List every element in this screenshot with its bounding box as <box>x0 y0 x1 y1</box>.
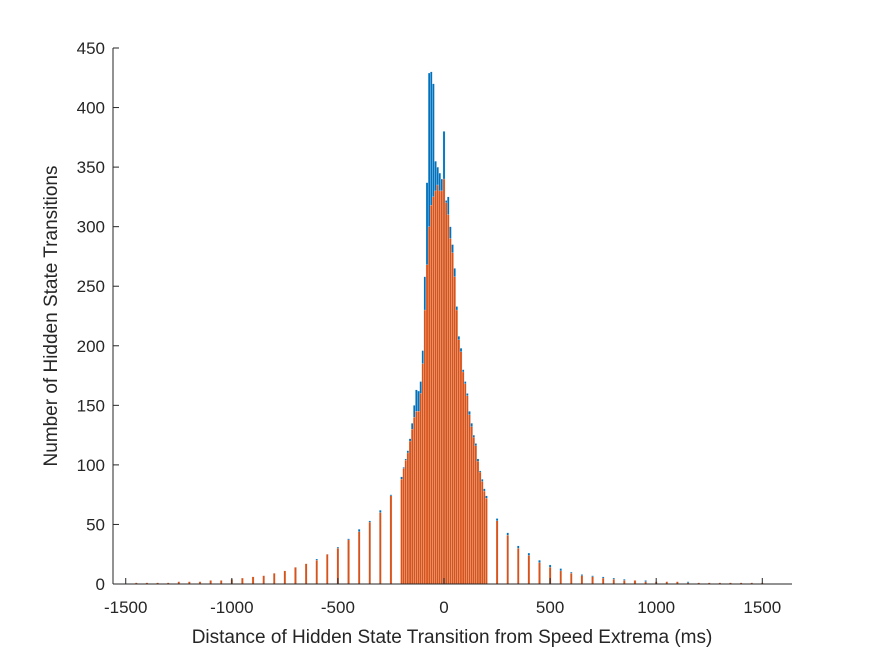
histogram-bars <box>135 71 764 585</box>
bar-series-2-bin-25 <box>400 479 403 585</box>
x-tick-label: 0 <box>439 598 448 617</box>
bar-series-2-bin-51 <box>455 309 458 585</box>
bar-series-2-bin-11 <box>251 576 255 585</box>
axes: -1500 -1000 -500 0 500 1000 1500 0 50 100 150 200 2… <box>77 39 792 617</box>
bar-series-2-bin-60 <box>474 445 478 585</box>
x-tick-label: -1500 <box>104 598 147 617</box>
x-tick-label: -500 <box>321 598 355 617</box>
bar-series-2-bin-10 <box>241 577 244 585</box>
bar-series-2-bin-14 <box>283 570 287 585</box>
bar-series-2-bin-66 <box>495 520 499 585</box>
y-axis-title: Number of Hidden State Transitions <box>41 166 62 467</box>
bar-series-2-bin-30 <box>410 429 414 585</box>
bar-series-2-bin-32 <box>415 411 418 585</box>
bar-series-2-bin-31 <box>413 417 416 585</box>
y-tick-label: 300 <box>77 218 105 237</box>
bar-series-2-bin-40 <box>432 196 435 585</box>
x-tick-label: 1000 <box>637 598 675 617</box>
bar-series-2-bin-65 <box>485 498 488 585</box>
bar-series-2-bin-7 <box>209 580 212 585</box>
bar-series-2-bin-68 <box>517 548 520 585</box>
bar-series-2-bin-62 <box>478 471 482 585</box>
bar-series-2-bin-61 <box>476 461 480 585</box>
bar-series-2-bin-74 <box>580 575 584 585</box>
y-tick-label: 450 <box>77 39 105 58</box>
bar-series-2-bin-75 <box>591 576 594 585</box>
bar-series-2-bin-17 <box>315 560 318 585</box>
bar-series-2-bin-37 <box>425 264 429 585</box>
y-tick-label: 250 <box>77 277 105 296</box>
x-tick-label: 500 <box>536 598 564 617</box>
bar-series-2-bin-8 <box>220 580 223 585</box>
bar-series-2-bin-26 <box>402 468 405 585</box>
bar-series-2-bin-67 <box>506 535 509 585</box>
bar-series-2-bin-29 <box>408 440 412 585</box>
y-tick-label: 400 <box>77 99 105 118</box>
bar-series-2-bin-27 <box>404 459 408 585</box>
bar-series-2-bin-52 <box>457 339 461 585</box>
y-ticks: 0 50 100 150 200 250 300 350 400 450 <box>77 39 119 594</box>
bar-series-2-bin-21 <box>357 531 361 585</box>
bar-series-2-bin-55 <box>464 383 467 585</box>
y-tick-label: 350 <box>77 158 105 177</box>
y-tick-label: 150 <box>77 396 105 415</box>
bar-series-2-bin-36 <box>423 309 427 585</box>
bar-series-2-bin-38 <box>427 226 431 585</box>
bar-series-2-bin-22 <box>368 521 371 585</box>
bar-series-2-bin-13 <box>273 573 276 585</box>
bar-series-2-bin-46 <box>444 202 448 585</box>
bar-series-2-bin-16 <box>304 563 308 585</box>
x-axis-title: Distance of Hidden State Transition from… <box>192 627 713 648</box>
bar-series-2-bin-56 <box>466 395 469 585</box>
y-tick-label: 0 <box>96 575 105 594</box>
bar-series-2-bin-70 <box>538 562 541 585</box>
bar-series-2-bin-12 <box>262 575 265 585</box>
bar-series-2-bin-45 <box>442 178 446 585</box>
bar-series-2-bin-23 <box>379 512 382 585</box>
y-tick-label: 200 <box>77 337 105 356</box>
x-ticks: -1500 -1000 -500 0 500 1000 1500 <box>104 578 781 617</box>
x-tick-label: 1500 <box>743 598 781 617</box>
y-tick-label: 50 <box>86 515 105 534</box>
bar-series-2-bin-58 <box>470 426 473 585</box>
bar-series-2-bin-24 <box>389 495 393 585</box>
bar-series-2-bin-39 <box>430 205 433 585</box>
bar-series-2-bin-79 <box>633 580 637 585</box>
bar-series-2-bin-28 <box>406 452 410 585</box>
bar-series-2-bin-48 <box>449 238 452 585</box>
bar-series-2-bin-44 <box>440 190 444 585</box>
x-tick-label: -1000 <box>210 598 253 617</box>
bar-series-2-bin-43 <box>438 190 441 585</box>
bar-series-2-bin-42 <box>436 184 439 585</box>
bar-series-2-bin-64 <box>483 490 486 585</box>
bar-series-2-bin-35 <box>421 363 424 585</box>
bar-series-2-bin-54 <box>461 371 465 585</box>
bar-series-2-bin-41 <box>434 190 437 585</box>
bar-series-2-bin-49 <box>451 252 454 585</box>
bar-series-2-bin-63 <box>481 481 484 585</box>
bar-series-2-bin-77 <box>612 579 615 585</box>
bar-series-2-bin-33 <box>417 411 420 585</box>
y-tick-label: 100 <box>77 456 105 475</box>
bar-series-2-bin-34 <box>419 393 422 585</box>
bar-series-2-bin-76 <box>601 577 605 585</box>
bar-series-2-bin-69 <box>527 555 531 585</box>
bar-series-2-bin-78 <box>623 580 626 585</box>
bar-series-2-bin-57 <box>468 414 471 585</box>
bar-series-2-bin-15 <box>294 567 297 585</box>
bar-series-2-bin-72 <box>559 570 562 585</box>
bar-series-2-bin-73 <box>570 573 573 585</box>
bar-series-2-bin-50 <box>453 276 456 585</box>
bar-series-2-bin-53 <box>459 351 463 585</box>
bar-series-2-bin-18 <box>326 554 329 585</box>
bar-series-2-bin-20 <box>347 539 350 585</box>
bar-series-2-bin-59 <box>472 437 475 585</box>
bar-series-2-bin-47 <box>447 214 450 585</box>
